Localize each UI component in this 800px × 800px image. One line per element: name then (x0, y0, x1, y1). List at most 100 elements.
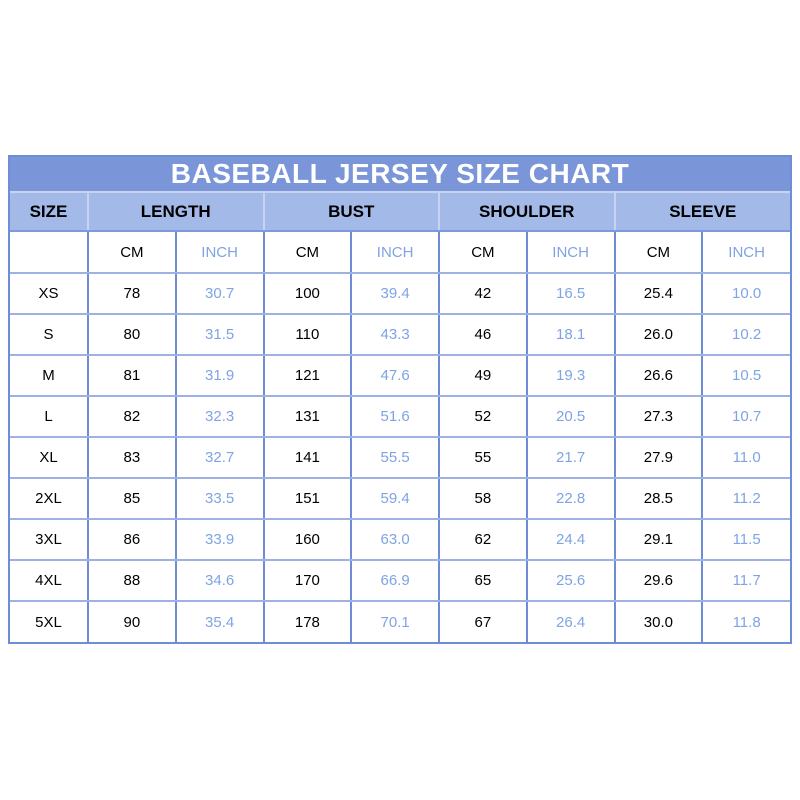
size-cell: L (10, 396, 88, 438)
inch-value-cell: 11.5 (701, 519, 790, 561)
cm-value-cell: 141 (262, 437, 352, 479)
cm-value-cell: 46 (438, 314, 527, 356)
size-cell: 5XL (10, 601, 88, 642)
column-header-bust: BUST (262, 193, 439, 232)
cm-value-cell: 131 (262, 396, 352, 438)
table-row: L 82 32.3 131 51.6 52 20.5 27.3 10.7 (10, 396, 790, 438)
cm-value-cell: 27.9 (613, 437, 703, 479)
inch-value-cell: 39.4 (350, 273, 439, 315)
cm-value-cell: 110 (262, 314, 352, 356)
unit-cm-sleeve: CM (613, 231, 703, 274)
cm-value-cell: 67 (438, 601, 527, 642)
unit-cm-shoulder: CM (438, 231, 527, 274)
cm-value-cell: 27.3 (613, 396, 703, 438)
inch-value-cell: 21.7 (525, 437, 615, 479)
size-cell: S (10, 314, 88, 356)
cm-value-cell: 49 (438, 355, 527, 397)
inch-value-cell: 26.4 (525, 601, 615, 642)
cm-value-cell: 29.1 (613, 519, 703, 561)
unit-inch-shoulder: INCH (525, 231, 615, 274)
cm-value-cell: 26.6 (613, 355, 703, 397)
unit-cm-bust: CM (262, 231, 352, 274)
inch-value-cell: 32.3 (174, 396, 264, 438)
inch-value-cell: 11.8 (701, 601, 790, 642)
table-row: XS 78 30.7 100 39.4 42 16.5 25.4 10.0 (10, 273, 790, 315)
inch-value-cell: 63.0 (350, 519, 439, 561)
inch-value-cell: 43.3 (350, 314, 439, 356)
inch-value-cell: 55.5 (350, 437, 439, 479)
size-cell: XS (10, 273, 88, 315)
cm-value-cell: 81 (87, 355, 176, 397)
cm-value-cell: 28.5 (613, 478, 703, 520)
cm-value-cell: 30.0 (613, 601, 703, 642)
inch-value-cell: 33.5 (174, 478, 264, 520)
inch-value-cell: 18.1 (525, 314, 615, 356)
inch-value-cell: 10.5 (701, 355, 790, 397)
cm-value-cell: 100 (262, 273, 352, 315)
column-header-shoulder: SHOULDER (438, 193, 615, 232)
cm-value-cell: 62 (438, 519, 527, 561)
inch-value-cell: 10.2 (701, 314, 790, 356)
table-row: XL 83 32.7 141 55.5 55 21.7 27.9 11.0 (10, 437, 790, 479)
inch-value-cell: 66.9 (350, 560, 439, 602)
chart-title: BASEBALL JERSEY SIZE CHART (10, 157, 790, 193)
inch-value-cell: 10.7 (701, 396, 790, 438)
cm-value-cell: 26.0 (613, 314, 703, 356)
inch-value-cell: 11.0 (701, 437, 790, 479)
inch-value-cell: 25.6 (525, 560, 615, 602)
cm-value-cell: 83 (87, 437, 176, 479)
inch-value-cell: 10.0 (701, 273, 790, 315)
group-header-row: SIZE LENGTH BUST SHOULDER SLEEVE (10, 193, 790, 232)
inch-value-cell: 24.4 (525, 519, 615, 561)
table-row: M 81 31.9 121 47.6 49 19.3 26.6 10.5 (10, 355, 790, 397)
inch-value-cell: 11.7 (701, 560, 790, 602)
inch-value-cell: 33.9 (174, 519, 264, 561)
cm-value-cell: 29.6 (613, 560, 703, 602)
cm-value-cell: 82 (87, 396, 176, 438)
unit-inch-bust: INCH (350, 231, 439, 274)
size-cell: 2XL (10, 478, 88, 520)
cm-value-cell: 85 (87, 478, 176, 520)
inch-value-cell: 32.7 (174, 437, 264, 479)
inch-value-cell: 51.6 (350, 396, 439, 438)
cm-value-cell: 78 (87, 273, 176, 315)
table-row: 3XL 86 33.9 160 63.0 62 24.4 29.1 11.5 (10, 519, 790, 561)
inch-value-cell: 11.2 (701, 478, 790, 520)
size-cell: 3XL (10, 519, 88, 561)
inch-value-cell: 59.4 (350, 478, 439, 520)
cm-value-cell: 52 (438, 396, 527, 438)
column-header-length: LENGTH (87, 193, 264, 232)
size-chart: BASEBALL JERSEY SIZE CHART SIZE LENGTH B… (8, 155, 792, 644)
empty-corner-cell (10, 231, 88, 274)
cm-value-cell: 65 (438, 560, 527, 602)
unit-cm-length: CM (87, 231, 176, 274)
size-table-body: XS 78 30.7 100 39.4 42 16.5 25.4 10.0 S 80 31.5 110 4… (10, 273, 790, 642)
cm-value-cell: 58 (438, 478, 527, 520)
inch-value-cell: 31.5 (174, 314, 264, 356)
unit-header-row: CM INCH CM INCH CM INCH CM INCH (10, 231, 790, 274)
inch-value-cell: 34.6 (174, 560, 264, 602)
cm-value-cell: 86 (87, 519, 176, 561)
cm-value-cell: 170 (262, 560, 352, 602)
cm-value-cell: 55 (438, 437, 527, 479)
cm-value-cell: 90 (87, 601, 176, 642)
inch-value-cell: 22.8 (525, 478, 615, 520)
column-header-sleeve: SLEEVE (613, 193, 790, 232)
size-cell: 4XL (10, 560, 88, 602)
unit-inch-sleeve: INCH (701, 231, 790, 274)
inch-value-cell: 20.5 (525, 396, 615, 438)
cm-value-cell: 151 (262, 478, 352, 520)
cm-value-cell: 121 (262, 355, 352, 397)
size-cell: XL (10, 437, 88, 479)
cm-value-cell: 88 (87, 560, 176, 602)
size-table: SIZE LENGTH BUST SHOULDER SLEEVE CM INCH… (10, 193, 790, 642)
inch-value-cell: 30.7 (174, 273, 264, 315)
unit-inch-length: INCH (174, 231, 264, 274)
inch-value-cell: 31.9 (174, 355, 264, 397)
column-header-size: SIZE (10, 193, 88, 232)
cm-value-cell: 160 (262, 519, 352, 561)
cm-value-cell: 80 (87, 314, 176, 356)
cm-value-cell: 25.4 (613, 273, 703, 315)
size-cell: M (10, 355, 88, 397)
table-row: 5XL 90 35.4 178 70.1 67 26.4 30.0 11.8 (10, 601, 790, 642)
